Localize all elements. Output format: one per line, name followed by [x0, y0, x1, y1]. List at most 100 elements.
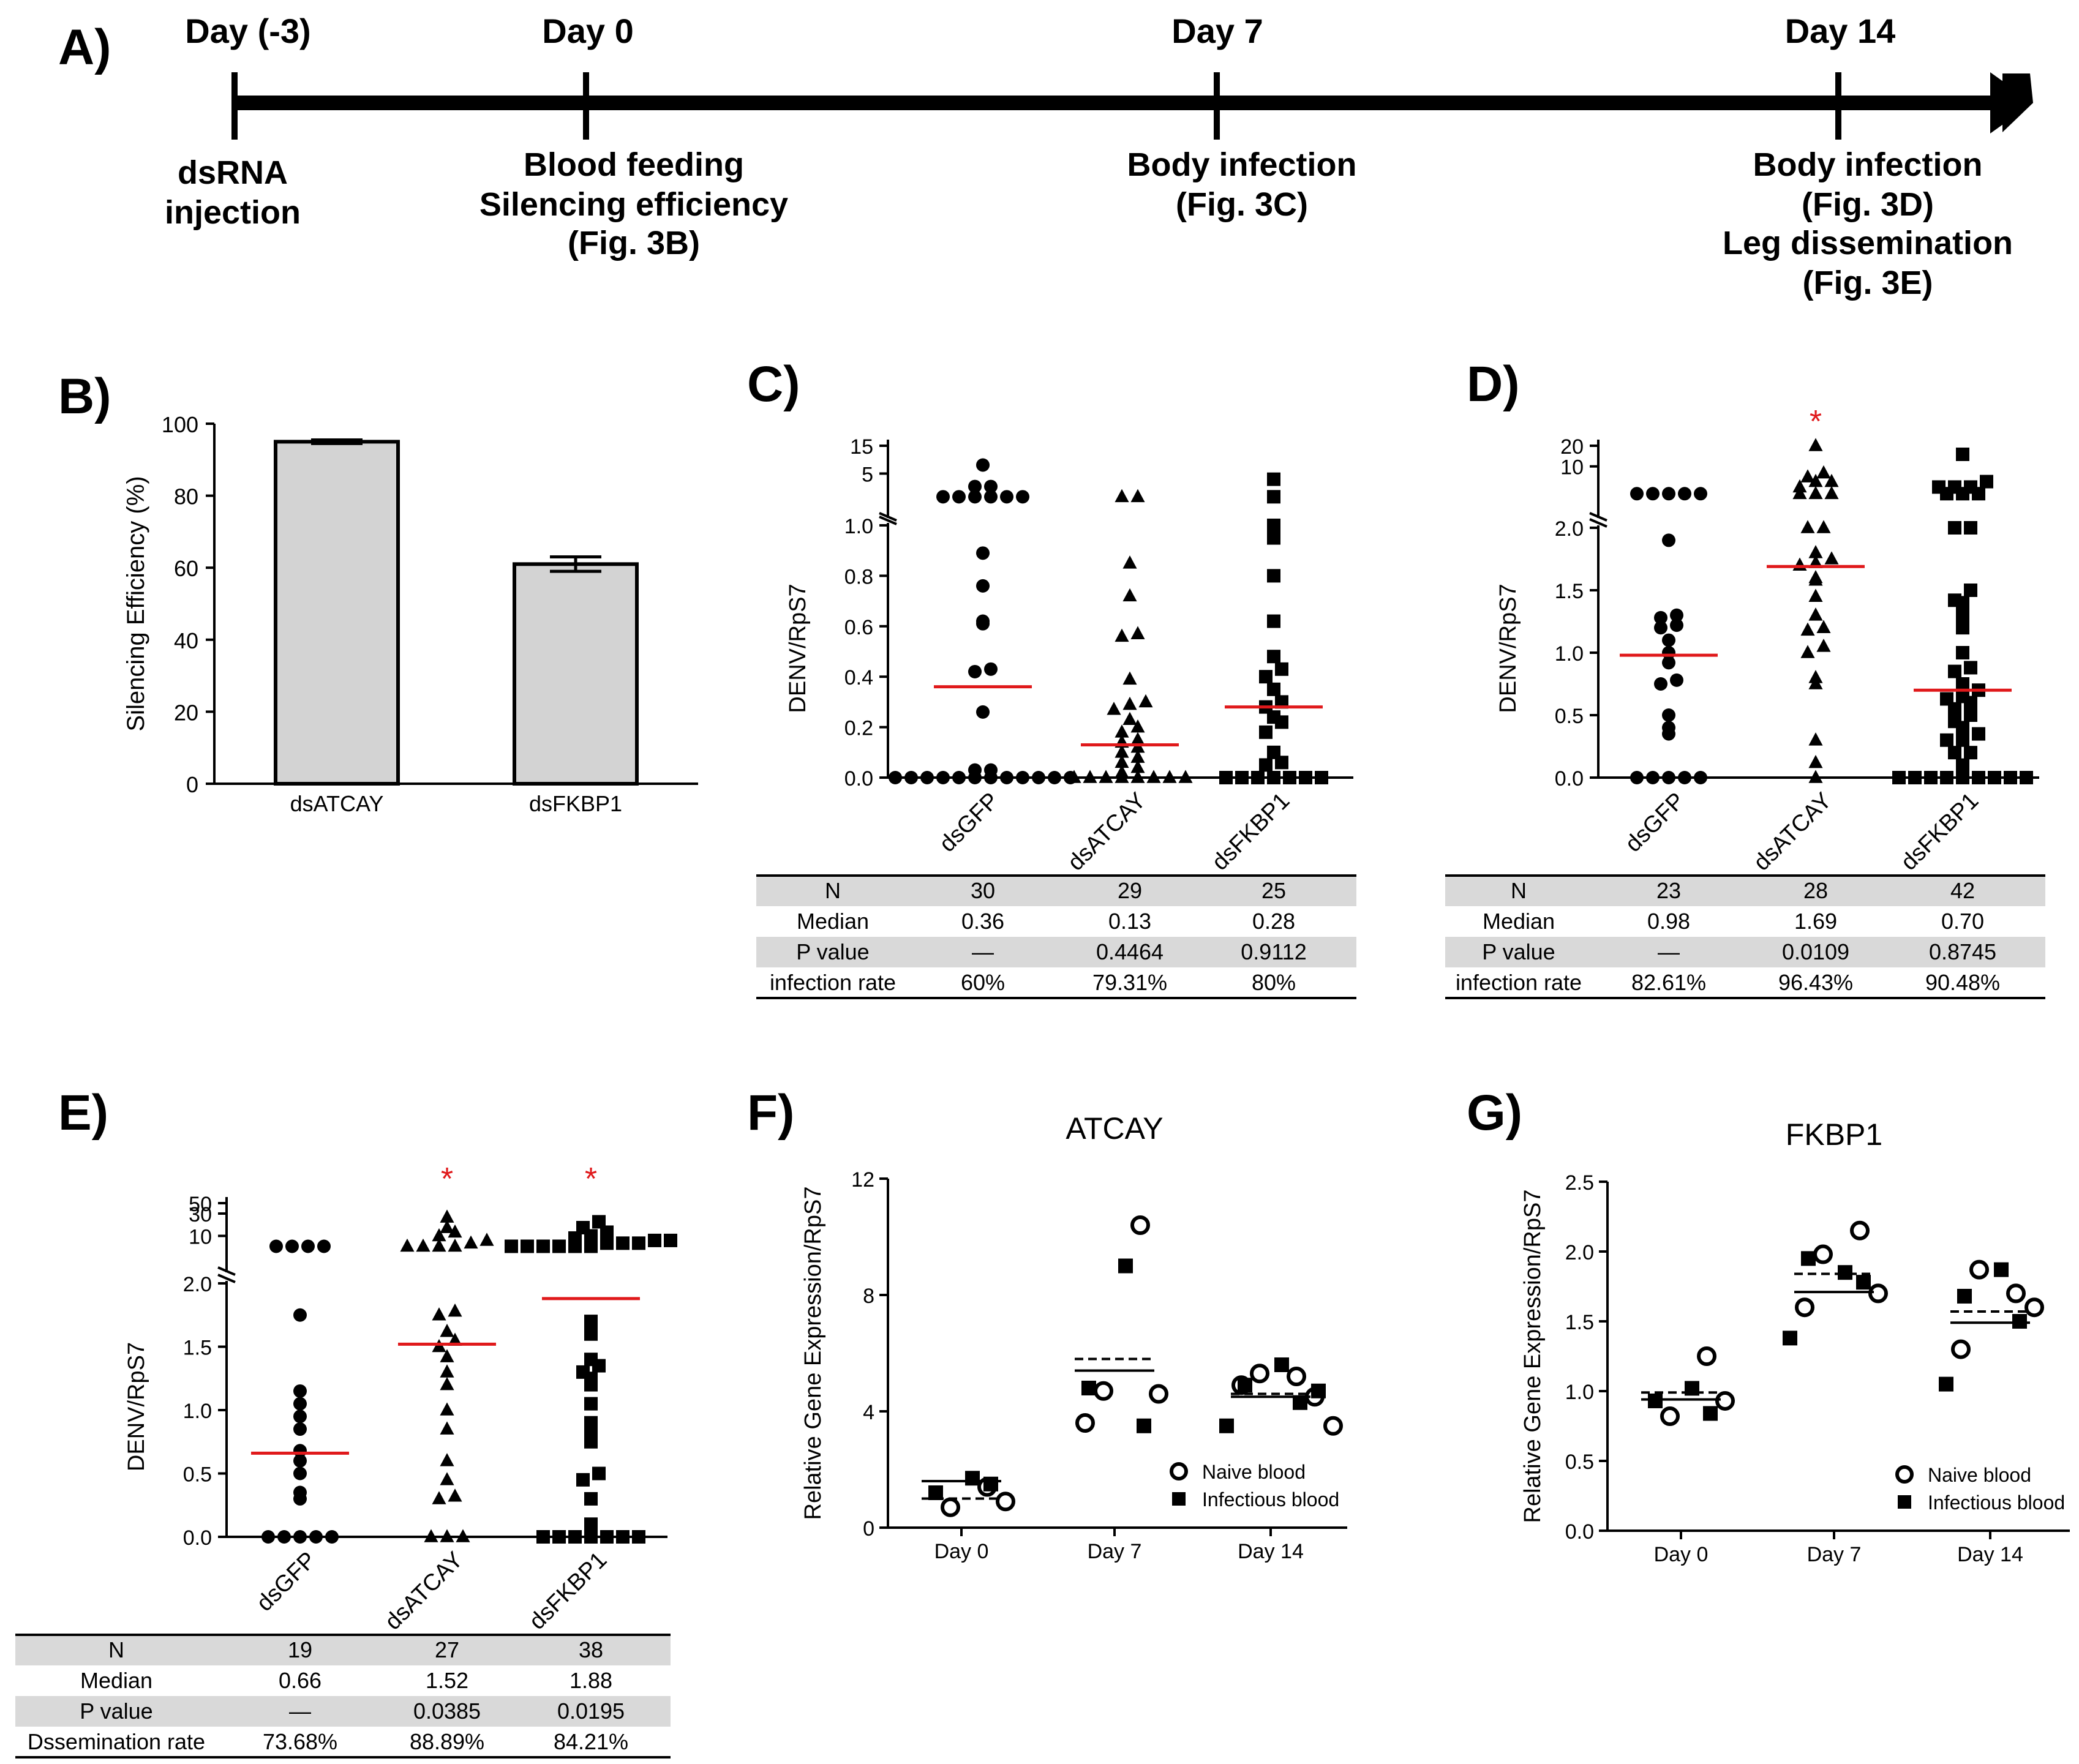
data-point-dsgfp	[293, 1466, 307, 1481]
data-point-naive-blood	[1969, 1259, 1989, 1280]
data-point-dsfkbp1	[1259, 725, 1273, 739]
data-point-dsgfp	[984, 662, 998, 676]
data-point-dsgfp	[1000, 771, 1013, 784]
y-tick-label: 0.4	[844, 666, 873, 689]
data-point-dsatcay	[1130, 749, 1145, 763]
data-point-dsgfp	[984, 490, 998, 504]
table-cell: 0.98	[1647, 909, 1690, 934]
table-cell: 1.52	[426, 1668, 468, 1693]
y-tick-label: 100	[162, 412, 198, 437]
data-point-dsfkbp1	[1267, 682, 1280, 696]
data-point-dsgfp	[1016, 771, 1029, 784]
y-tick-label: 8	[863, 1285, 874, 1308]
data-point-dsatcay	[1099, 770, 1113, 783]
data-point-dsatcay	[1138, 694, 1153, 708]
data-point-dsfkbp1	[1948, 746, 1961, 760]
data-point-dsatcay	[479, 1233, 494, 1246]
data-point-naive-blood	[1250, 1364, 1269, 1384]
data-point-dsatcay	[1115, 770, 1129, 783]
data-point-dsfkbp1	[552, 1239, 566, 1253]
data-point-dsgfp	[1630, 771, 1644, 784]
table-cell: 38	[579, 1637, 603, 1662]
data-point-dsatcay	[440, 1349, 454, 1362]
data-point-dsatcay	[1107, 702, 1121, 715]
data-point-dsatcay	[1122, 671, 1137, 685]
data-point-dsatcay	[1130, 770, 1145, 783]
y-tick-label: 1.0	[183, 1400, 212, 1423]
data-point-infectious-blood	[1081, 1381, 1096, 1395]
data-point-dsfkbp1	[1972, 771, 1985, 784]
data-point-dsfkbp1	[1980, 475, 1993, 489]
data-point-dsatcay	[440, 1364, 454, 1378]
data-point-dsfkbp1	[1956, 677, 1969, 691]
data-point-dsatcay	[1800, 622, 1815, 636]
data-point-dsfkbp1	[592, 1466, 606, 1481]
bar	[274, 440, 400, 786]
table-cell: 0.13	[1108, 909, 1151, 934]
data-point-dsfkbp1	[1251, 771, 1265, 784]
table-cell: 1.69	[1794, 909, 1837, 934]
data-point-dsfkbp1	[536, 1239, 550, 1253]
panel-label-a: A)	[58, 20, 111, 75]
data-point-dsgfp	[984, 771, 998, 784]
data-point-dsfkbp1	[584, 1378, 598, 1392]
data-point-dsatcay	[1115, 754, 1129, 768]
data-point-dsgfp	[317, 1239, 331, 1253]
data-point-dsatcay	[1816, 620, 1831, 633]
data-point-dsfkbp1	[505, 1239, 518, 1253]
data-point-dsgfp	[325, 1530, 339, 1544]
data-point-dsfkbp1	[1315, 771, 1328, 784]
data-point-dsatcay	[1115, 489, 1129, 503]
x-tick-label: Day 7	[1088, 1540, 1142, 1563]
x-tick-label: dsFKBP1	[524, 1547, 612, 1635]
event-day-0-line2: Silencing efficiency	[479, 186, 788, 223]
data-point-dsfkbp1	[1948, 664, 1961, 678]
data-point-dsfkbp1	[1956, 646, 1969, 659]
significance-star: *	[441, 1162, 453, 1197]
data-point-dsfkbp1	[1956, 721, 1969, 735]
data-point-dsatcay	[440, 1209, 454, 1223]
data-point-dsfkbp1	[1988, 771, 2001, 784]
data-point-dsfkbp1	[1964, 708, 1977, 722]
chart-body-infection-day7: 0.0 0.2 0.4 0.6 0.8 1.0 5 15 DENV/RpS7 dsGFP dsATC…	[785, 435, 1353, 876]
y-axis-label: Silencing Efficiency (%)	[122, 476, 149, 731]
table-row-header: infection rate	[770, 970, 896, 995]
data-point-dsfkbp1	[1908, 771, 1922, 784]
tick-day-14	[1835, 72, 1841, 140]
legend-marker-infectious	[1898, 1495, 1911, 1509]
data-point-dsatcay	[1115, 724, 1129, 738]
data-point-dsatcay	[1146, 770, 1161, 783]
table-cell: 29	[1118, 878, 1142, 903]
data-point-dsgfp	[293, 1409, 307, 1424]
data-point-dsgfp	[1654, 677, 1667, 691]
data-point-dsfkbp1	[664, 1233, 677, 1247]
table-row-header: N	[1511, 878, 1527, 903]
data-point-dsfkbp1	[648, 1233, 661, 1247]
data-point-dsatcay	[464, 1235, 478, 1249]
data-point-naive-blood	[1323, 1416, 1343, 1436]
table-row-header: N	[825, 878, 841, 903]
table-cell: 0.36	[961, 909, 1004, 934]
table-cell: 0.0195	[557, 1698, 625, 1724]
data-point-dsatcay	[1792, 479, 1807, 493]
data-point-dsatcay	[440, 1324, 454, 1337]
data-point-dsatcay	[1130, 489, 1145, 503]
data-point-infectious-blood	[1994, 1262, 2009, 1277]
data-point-dsgfp	[936, 771, 950, 784]
x-tick-label: dsFKBP1	[1896, 788, 1983, 876]
data-point-dsatcay	[440, 1220, 454, 1233]
y-tick-label: 2.0	[183, 1273, 212, 1296]
panel-label-g: G)	[1467, 1085, 1522, 1141]
data-point-dsfkbp1	[592, 1215, 606, 1229]
data-point-dsgfp	[1630, 487, 1644, 501]
data-point-dsfkbp1	[1940, 733, 1953, 747]
data-point-infectious-blood	[1219, 1418, 1234, 1433]
data-point-dsatcay	[1808, 555, 1823, 568]
data-point-dsfkbp1	[1267, 531, 1280, 545]
data-point-dsfkbp1	[1219, 771, 1233, 784]
data-point-dsfkbp1	[1956, 621, 1969, 635]
data-point-dsfkbp1	[552, 1530, 566, 1544]
y-tick-label: 0.2	[844, 717, 873, 740]
table-cell: 28	[1803, 878, 1828, 903]
table-cell: 0.70	[1941, 909, 1984, 934]
